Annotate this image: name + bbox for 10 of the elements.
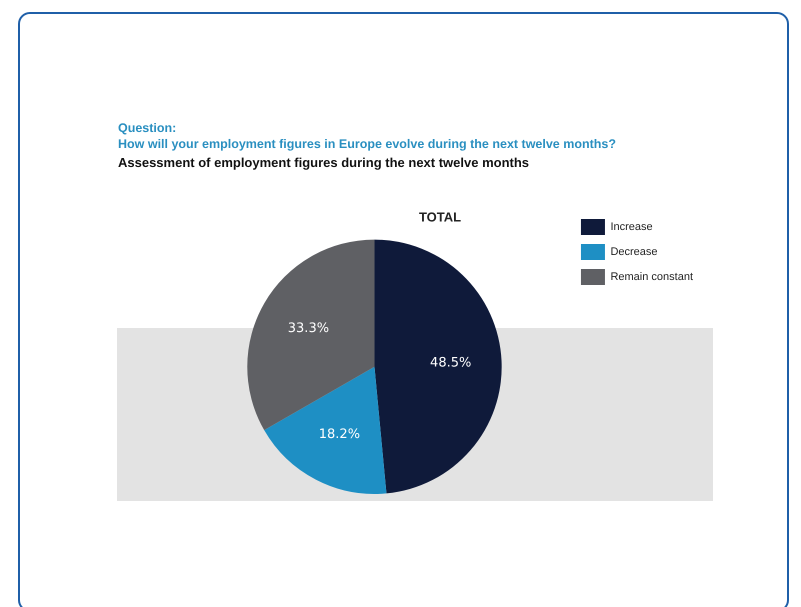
data-label: 18.2% <box>318 426 360 442</box>
legend-label: Increase <box>610 221 653 234</box>
legend-label: Remain constant <box>610 271 694 284</box>
data-label: 33.3% <box>288 320 330 336</box>
chart-subtitle: Assessment of employment figures during the next twelve months <box>118 155 530 170</box>
legend-label: Decrease <box>610 246 658 258</box>
data-label: 48.5% <box>430 356 472 371</box>
text: How will your employment figures in Europe evolve during the next twelve months? <box>118 136 616 152</box>
chart-title: TOTAL <box>418 209 462 224</box>
text: Question: <box>118 120 178 136</box>
